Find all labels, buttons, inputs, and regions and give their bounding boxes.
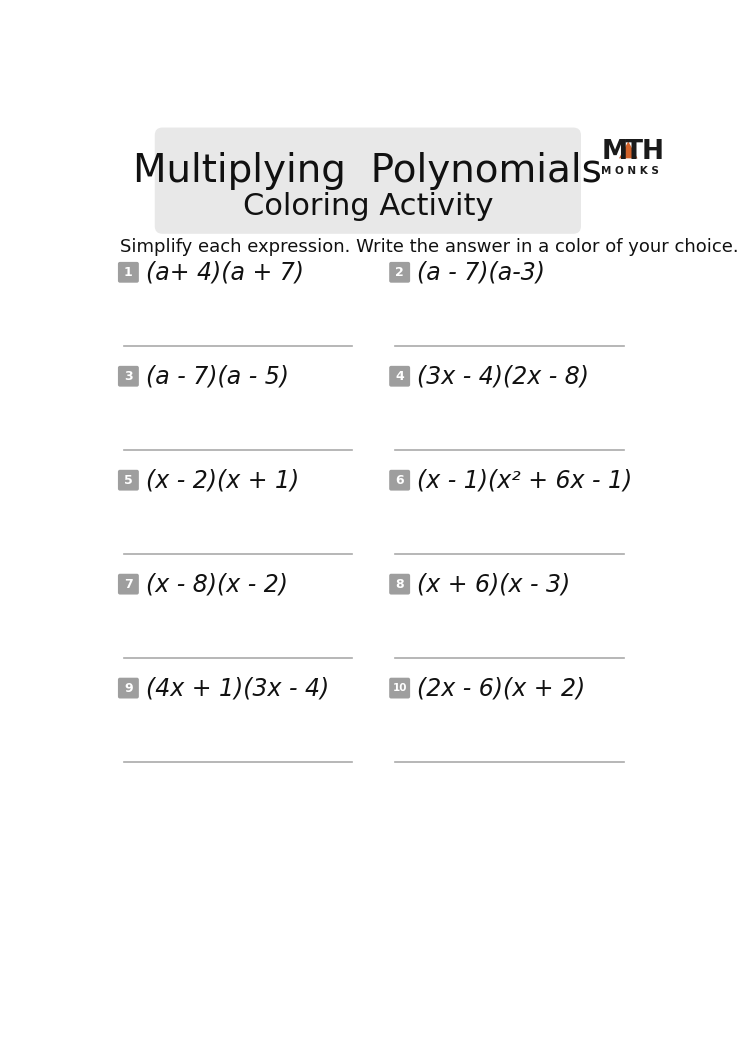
- Text: (2x - 6)(x + 2): (2x - 6)(x + 2): [418, 676, 585, 700]
- Text: 1: 1: [124, 266, 133, 279]
- Text: (3x - 4)(2x - 8): (3x - 4)(2x - 8): [418, 364, 589, 388]
- FancyBboxPatch shape: [390, 677, 410, 698]
- Text: Simplify each expression. Write the answer in a color of your choice.: Simplify each expression. Write the answ…: [120, 238, 738, 256]
- Text: 9: 9: [124, 681, 133, 695]
- FancyBboxPatch shape: [390, 469, 410, 490]
- FancyBboxPatch shape: [390, 261, 410, 282]
- Text: (x + 6)(x - 3): (x + 6)(x - 3): [418, 572, 571, 596]
- Text: (x - 1)(x² + 6x - 1): (x - 1)(x² + 6x - 1): [418, 468, 633, 492]
- Text: (a+ 4)(a + 7): (a+ 4)(a + 7): [146, 260, 304, 285]
- Text: 8: 8: [395, 578, 404, 591]
- Text: Coloring Activity: Coloring Activity: [243, 192, 493, 222]
- Text: (a - 7)(a-3): (a - 7)(a-3): [418, 260, 545, 285]
- Text: 10: 10: [393, 684, 407, 693]
- Polygon shape: [619, 142, 637, 159]
- FancyBboxPatch shape: [118, 469, 139, 490]
- Text: (x - 2)(x + 1): (x - 2)(x + 1): [146, 468, 300, 492]
- Text: 6: 6: [395, 474, 404, 487]
- Text: M: M: [601, 140, 628, 165]
- Text: Multiplying  Polynomials: Multiplying Polynomials: [134, 151, 603, 190]
- Text: 3: 3: [124, 370, 133, 383]
- FancyBboxPatch shape: [118, 677, 139, 698]
- Text: 7: 7: [124, 578, 133, 591]
- FancyBboxPatch shape: [390, 365, 410, 386]
- FancyBboxPatch shape: [118, 573, 139, 594]
- Text: 2: 2: [395, 266, 404, 279]
- Text: TH: TH: [626, 140, 666, 165]
- Text: M O N K S: M O N K S: [601, 166, 659, 175]
- Text: 5: 5: [124, 474, 133, 487]
- FancyBboxPatch shape: [118, 365, 139, 386]
- Text: (x - 8)(x - 2): (x - 8)(x - 2): [146, 572, 288, 596]
- Text: (4x + 1)(3x - 4): (4x + 1)(3x - 4): [146, 676, 329, 700]
- FancyBboxPatch shape: [118, 261, 139, 282]
- Text: (a - 7)(a - 5): (a - 7)(a - 5): [146, 364, 289, 388]
- FancyBboxPatch shape: [390, 573, 410, 594]
- Text: 4: 4: [395, 370, 404, 383]
- FancyBboxPatch shape: [155, 127, 581, 234]
